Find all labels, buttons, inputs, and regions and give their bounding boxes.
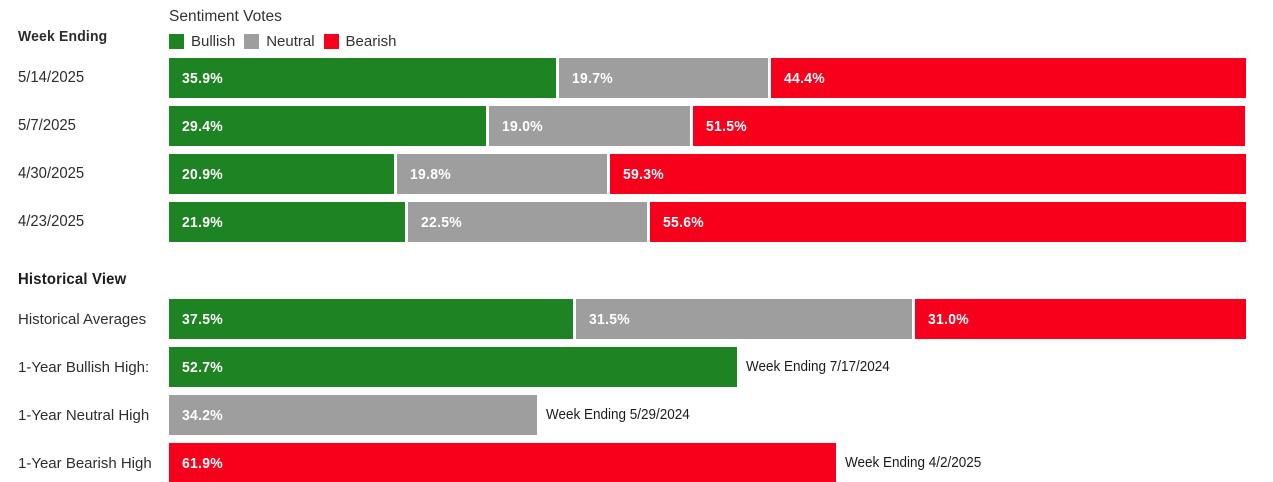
bullish-high-bar: 52.7% — [169, 347, 737, 387]
neutral-value: 19.0% — [501, 117, 543, 135]
neutral-high-label: 1-Year Neutral High — [18, 406, 150, 424]
bullish-value: 35.9% — [182, 69, 223, 87]
neutral-segment: 19.8% — [394, 154, 608, 194]
single-bar-track: 61.9% Week Ending 4/2/2025 — [169, 443, 1246, 482]
neutral-value: 22.5% — [420, 213, 462, 231]
bullish-swatch-icon — [169, 34, 184, 49]
bullish-high-row: 1-Year Bullish High: 52.7% Week Ending 7… — [0, 347, 1273, 387]
bearish-value: 59.3% — [623, 165, 665, 183]
stacked-bar: 20.9% 19.8% 59.3% — [169, 154, 1246, 194]
stacked-bar: 37.5% 31.5% 31.0% — [169, 299, 1246, 339]
neutral-high-value: 34.2% — [182, 406, 223, 424]
historical-averages-row: Historical Averages 37.5% 31.5% 31.0% — [0, 299, 1273, 339]
week-ending-column-header: Week Ending — [0, 8, 169, 58]
neutral-value: 19.8% — [410, 165, 452, 183]
header-main: Sentiment Votes Bullish Neutral Bearish — [169, 8, 1273, 58]
bearish-segment: 44.4% — [767, 58, 1246, 98]
bearish-high-row: 1-Year Bearish High 61.9% Week Ending 4/… — [0, 443, 1273, 482]
historical-section-header: Historical View — [0, 250, 1273, 299]
legend-item-bullish: Bullish — [169, 33, 235, 50]
neutral-value: 31.5% — [588, 310, 630, 328]
bullish-value: 20.9% — [182, 165, 223, 183]
header: Week Ending Sentiment Votes Bullish Neut… — [0, 0, 1273, 58]
stacked-bar: 21.9% 22.5% 55.6% — [169, 202, 1246, 242]
bullish-segment: 21.9% — [169, 202, 405, 242]
sentiment-row-week-2: 4/30/2025 20.9% 19.8% 59.3% — [0, 154, 1273, 194]
bullish-high-annotation: Week Ending 7/17/2024 — [745, 359, 890, 375]
bearish-segment: 55.6% — [647, 202, 1246, 242]
bearish-segment: 59.3% — [607, 154, 1246, 194]
legend-label-bullish: Bullish — [191, 33, 236, 50]
week-label-cell: 4/30/2025 — [0, 154, 169, 194]
sentiment-row-week-3: 4/23/2025 21.9% 22.5% 55.6% — [0, 202, 1273, 242]
neutral-swatch-icon — [244, 34, 260, 49]
legend-item-bearish: Bearish — [323, 33, 397, 50]
week-label-cell: 5/14/2025 — [0, 58, 169, 98]
week-label: 4/30/2025 — [18, 165, 85, 182]
week-label: 4/23/2025 — [18, 213, 85, 230]
bullish-segment: 20.9% — [169, 154, 395, 194]
bearish-segment: 51.5% — [690, 106, 1245, 146]
bearish-value: 55.6% — [663, 213, 705, 231]
bullish-segment: 29.4% — [169, 106, 486, 146]
stacked-bar: 35.9% 19.7% 44.4% — [169, 58, 1246, 98]
legend-item-neutral: Neutral — [244, 33, 315, 50]
chart-title: Sentiment Votes — [169, 8, 282, 25]
week-label-cell: 5/7/2025 — [0, 106, 169, 146]
bullish-value: 37.5% — [182, 310, 223, 328]
week-label-cell: 4/23/2025 — [0, 202, 169, 242]
neutral-high-annotation: Week Ending 5/29/2024 — [546, 407, 691, 423]
bullish-value: 29.4% — [182, 117, 223, 135]
bullish-high-label: 1-Year Bullish High: — [18, 358, 150, 376]
legend-label-bearish: Bearish — [345, 33, 397, 50]
bearish-value: 31.0% — [928, 310, 970, 328]
sentiment-row-week-0: 5/14/2025 35.9% 19.7% 44.4% — [0, 58, 1273, 98]
historical-averages-label: Historical Averages — [18, 310, 147, 328]
single-bar-track: 34.2% Week Ending 5/29/2024 — [169, 395, 1246, 435]
neutral-segment: 31.5% — [572, 299, 913, 339]
bullish-segment: 37.5% — [169, 299, 573, 339]
neutral-high-row: 1-Year Neutral High 34.2% Week Ending 5/… — [0, 395, 1273, 435]
bearish-high-label: 1-Year Bearish High — [18, 454, 152, 472]
bearish-high-label-cell: 1-Year Bearish High — [0, 443, 169, 482]
neutral-segment: 19.0% — [485, 106, 691, 146]
bullish-high-label-cell: 1-Year Bullish High: — [0, 347, 169, 387]
stacked-bar: 29.4% 19.0% 51.5% — [169, 106, 1246, 146]
neutral-segment: 22.5% — [404, 202, 648, 242]
bearish-segment: 31.0% — [912, 299, 1246, 339]
bearish-high-bar: 61.9% — [169, 443, 836, 482]
bearish-value: 44.4% — [783, 69, 825, 87]
single-bar-track: 52.7% Week Ending 7/17/2024 — [169, 347, 1246, 387]
bearish-value: 51.5% — [706, 117, 748, 135]
legend: Bullish Neutral Bearish — [169, 33, 1273, 50]
week-ending-header-label: Week Ending — [18, 27, 108, 45]
historical-view-title: Historical View — [18, 271, 127, 288]
bearish-high-annotation: Week Ending 4/2/2025 — [844, 455, 981, 471]
bullish-segment: 35.9% — [169, 58, 556, 98]
neutral-value: 19.7% — [571, 69, 613, 87]
legend-label-neutral: Neutral — [266, 33, 315, 50]
bearish-high-value: 61.9% — [182, 454, 223, 472]
bullish-high-value: 52.7% — [182, 358, 223, 376]
week-label: 5/14/2025 — [18, 69, 85, 86]
historical-averages-label-cell: Historical Averages — [0, 299, 169, 339]
bullish-value: 21.9% — [182, 213, 223, 231]
neutral-segment: 19.7% — [555, 58, 768, 98]
bearish-swatch-icon — [323, 34, 339, 49]
week-label: 5/7/2025 — [18, 117, 76, 134]
sentiment-row-week-1: 5/7/2025 29.4% 19.0% 51.5% — [0, 106, 1273, 146]
neutral-high-label-cell: 1-Year Neutral High — [0, 395, 169, 435]
neutral-high-bar: 34.2% — [169, 395, 538, 435]
